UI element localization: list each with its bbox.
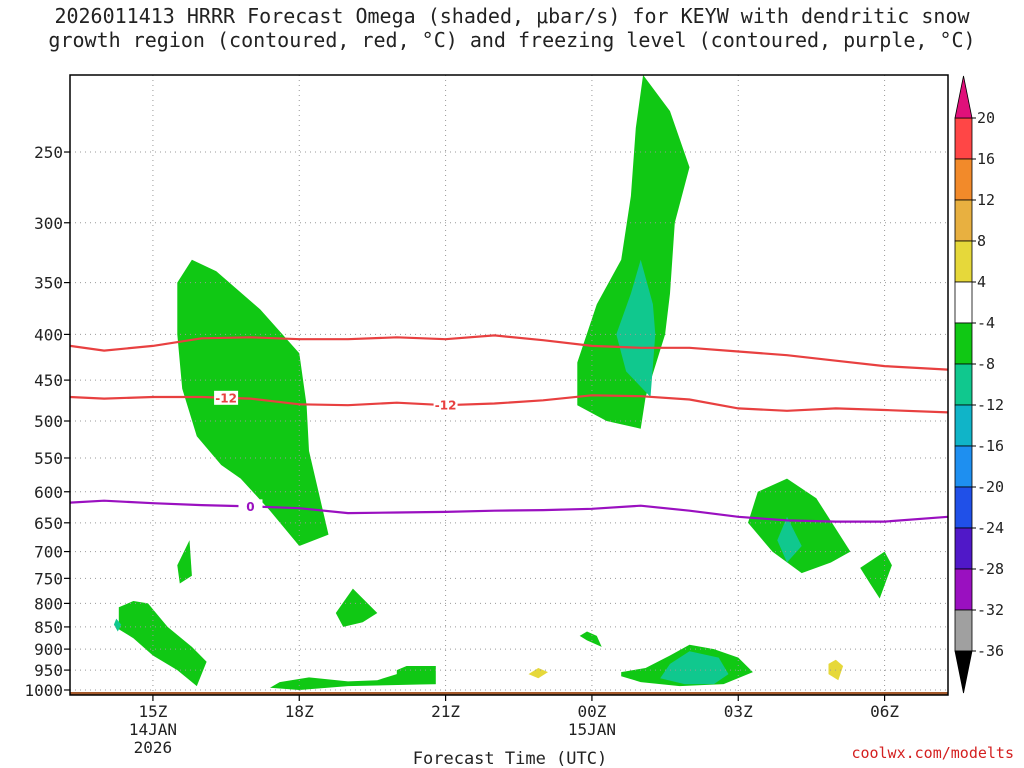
colorbar-bin-12-to-16	[954, 158, 973, 201]
x-tick-label-18Z: 18Z	[285, 702, 314, 721]
x-axis-title: Forecast Time (UTC)	[413, 749, 607, 768]
descent-area-6	[396, 666, 436, 685]
colorbar-label-4: 4	[977, 273, 986, 291]
ascent-area-23	[528, 668, 548, 679]
descent-area-16	[860, 551, 892, 599]
descent-area-21	[660, 651, 729, 685]
x-tick-label-15Z: 15Z	[138, 702, 167, 721]
y-tick-label-950: 950	[34, 661, 63, 680]
colorbar-bin--24-to--20	[954, 486, 973, 529]
y-tick-label-850: 850	[34, 618, 63, 637]
x-tick-label-00Z: 00Z	[577, 702, 606, 721]
colorbar-label--28: -28	[977, 560, 1004, 578]
colorbar-label--32: -32	[977, 601, 1004, 619]
colorbar-bin--12-to--8	[954, 363, 973, 406]
x-tick-label-03Z: 03Z	[724, 702, 753, 721]
y-tick-label-300: 300	[34, 214, 63, 233]
dgz-lower-line	[70, 394, 948, 414]
colorbar-label--8: -8	[977, 355, 995, 373]
y-tick-label-650: 650	[34, 514, 63, 533]
colorbar-label--12: -12	[977, 396, 1004, 414]
ascent-area-0	[89, 75, 124, 437]
colorbar-bin--20-to--16	[954, 445, 973, 488]
colorbar-label-16: 16	[977, 150, 995, 168]
dgz-lower-label-0: -12	[215, 391, 237, 405]
colorbar-bin-16-to-20	[954, 117, 973, 160]
descent-area-19	[579, 631, 602, 647]
x-tick-sublabel-15Z-0: 14JAN	[129, 720, 177, 739]
colorbar-label--36: -36	[977, 642, 1004, 660]
colorbar: 20 16 12 8 4 -4 -8 -12 -16 -20 -24 -28 -32 -36	[954, 75, 1004, 694]
y-tick-label-1000: 1000	[24, 681, 63, 700]
dgz-upper-line	[70, 334, 948, 371]
colorbar-bin--28-to--24	[954, 527, 973, 570]
ground-bar	[70, 691, 948, 695]
freezing-level-line	[70, 499, 948, 523]
ascent-area-9	[591, 75, 841, 535]
freezing-level-label-0: 0	[246, 500, 254, 514]
y-tick-label-400: 400	[34, 325, 63, 344]
colorbar-bin--32-to--28	[954, 568, 973, 611]
descent-area-11	[577, 75, 690, 429]
dgz-lower-label-bg-0	[214, 390, 239, 405]
colorbar-label--24: -24	[977, 519, 1004, 537]
colorbar-label--20: -20	[977, 478, 1004, 496]
y-tick-label-500: 500	[34, 412, 63, 431]
plot-frame	[69, 74, 949, 696]
y-tick-label-350: 350	[34, 274, 63, 293]
y-tick-label-550: 550	[34, 449, 63, 468]
descent-area-5	[270, 672, 436, 690]
x-tick-sublabel-00Z-0: 15JAN	[568, 720, 616, 739]
colorbar-under-arrow	[954, 650, 973, 694]
y-axis: 250 300 350 400 450 500 550 600 650 700 750 800 850 9…	[24, 143, 70, 700]
descent-area-4	[113, 618, 122, 632]
y-tick-label-450: 450	[34, 371, 63, 390]
colorbar-bin--4-to-4	[954, 281, 973, 324]
colorbar-bin--16-to--12	[954, 404, 973, 447]
gridlines	[70, 75, 948, 695]
y-tick-label-900: 900	[34, 640, 63, 659]
descent-area-14	[748, 478, 851, 574]
descent-area-7	[335, 588, 378, 627]
y-tick-label-750: 750	[34, 569, 63, 588]
x-tick-sublabel-15Z-1: 2026	[134, 738, 173, 757]
colorbar-label--4: -4	[977, 314, 995, 332]
dgz-lower-label-bg-1	[433, 398, 458, 413]
descent-area-2	[177, 540, 192, 584]
colorbar-label-20: 20	[977, 109, 995, 127]
omega-shading	[89, 75, 948, 690]
colorbar-bin--36-to--32	[954, 609, 973, 652]
colorbar-bin--8-to--4	[954, 322, 973, 365]
ascent-area-18	[626, 631, 651, 650]
ascent-area-8	[474, 409, 592, 535]
chart-title-line2: growth region (contoured, red, °C) and f…	[48, 28, 976, 52]
y-tick-label-700: 700	[34, 543, 63, 562]
colorbar-over-arrow	[954, 75, 973, 119]
ascent-area-17	[684, 583, 744, 613]
descent-area-12	[616, 259, 656, 397]
y-tick-label-800: 800	[34, 594, 63, 613]
descent-area-1	[177, 259, 329, 546]
dgz-lower-label-1: -12	[435, 399, 457, 413]
y-tick-label-250: 250	[34, 143, 63, 162]
colorbar-label-12: 12	[977, 191, 995, 209]
ascent-area-13	[933, 209, 948, 354]
credit-text[interactable]: coolwx.com/modelts	[851, 744, 1014, 762]
chart-title: 2026011413 HRRR Forecast Omega (shaded, …	[0, 4, 1024, 52]
y-tick-label-600: 600	[34, 483, 63, 502]
colorbar-bin-4-to-8	[954, 240, 973, 283]
temperature-contours: -12 -12 0	[70, 334, 948, 523]
chart-title-line1: 2026011413 HRRR Forecast Omega (shaded, …	[54, 4, 970, 28]
colorbar-label-8: 8	[977, 232, 986, 250]
freezing-level-label-bg-0	[238, 499, 263, 514]
x-tick-label-21Z: 21Z	[431, 702, 460, 721]
ascent-area-24	[801, 635, 885, 687]
x-tick-label-06Z: 06Z	[870, 702, 899, 721]
colorbar-bin-8-to-12	[954, 199, 973, 242]
colorbar-label--16: -16	[977, 437, 1004, 455]
descent-area-3	[118, 601, 207, 687]
